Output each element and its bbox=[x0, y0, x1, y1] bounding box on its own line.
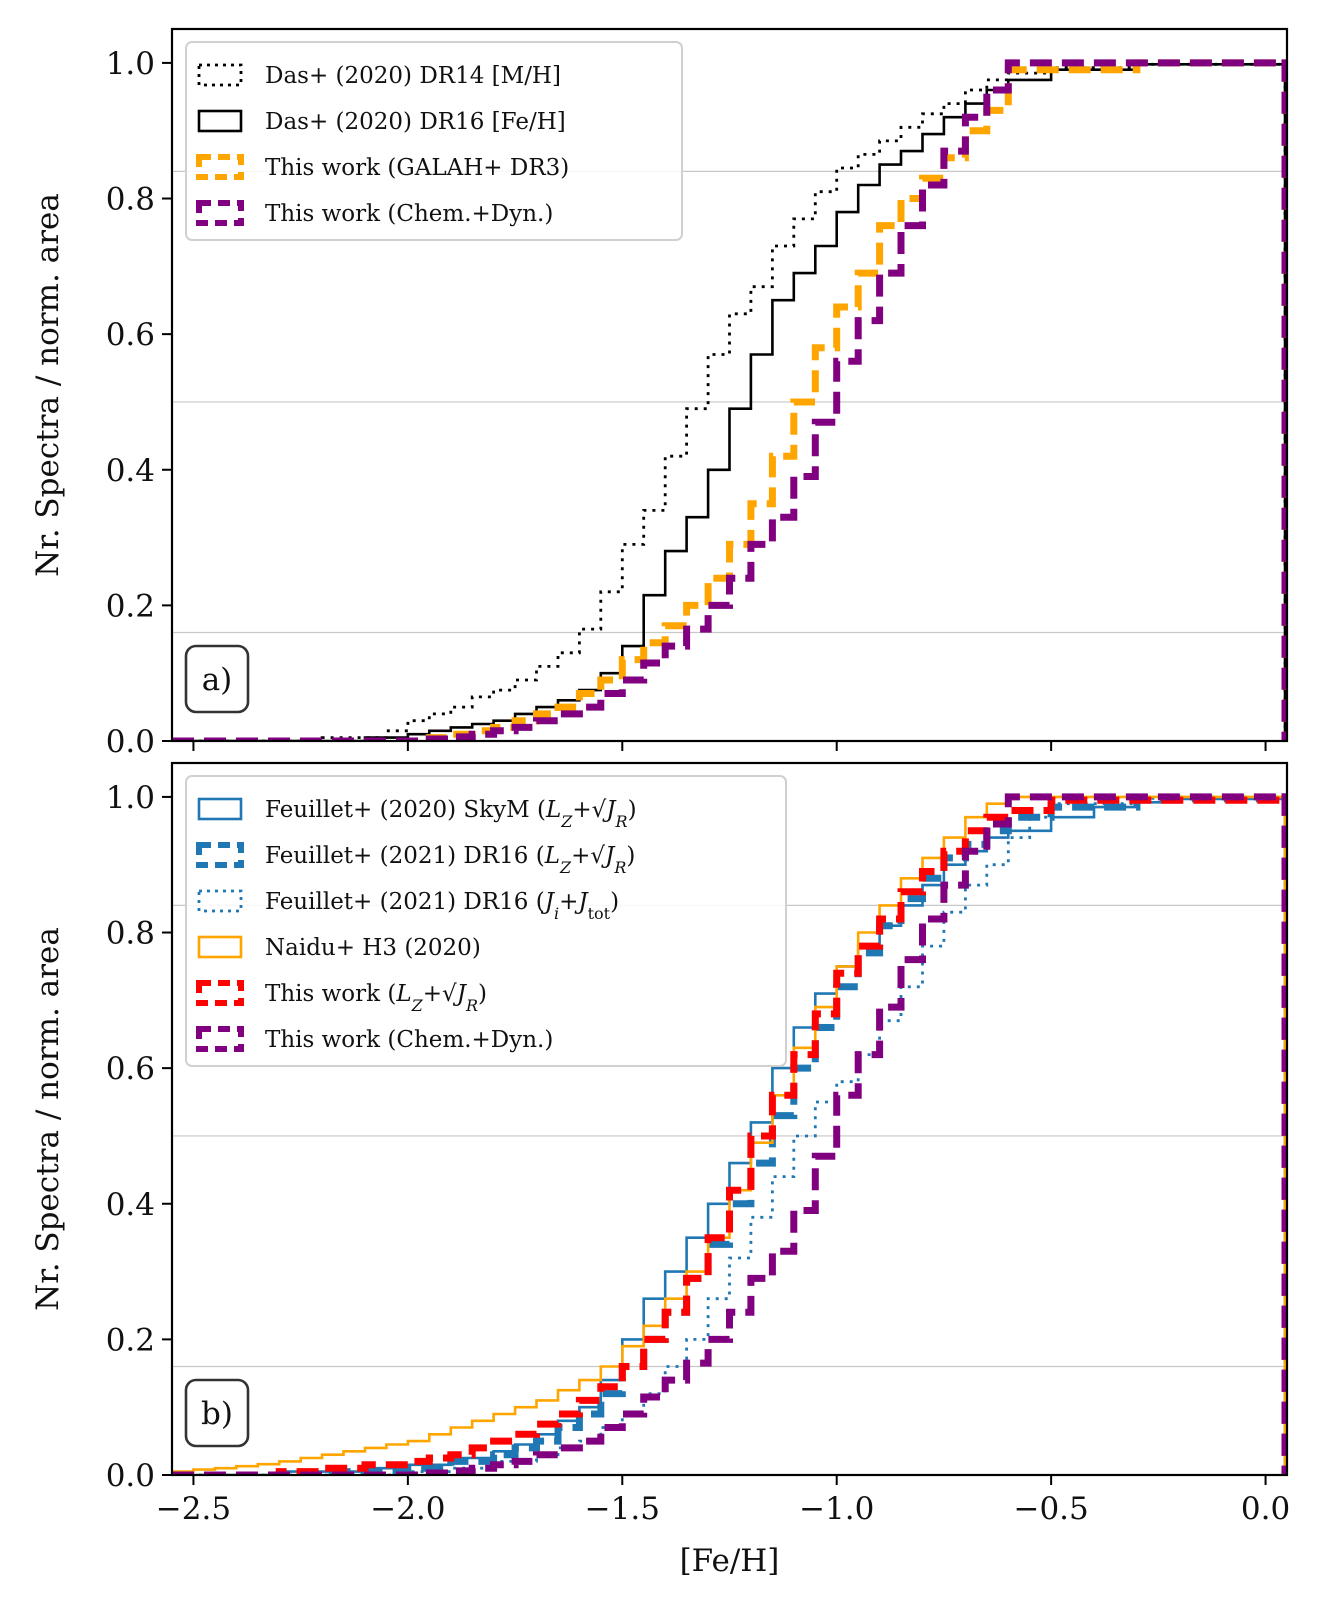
y-tick-label: 0.4 bbox=[106, 1187, 155, 1223]
series-line-0 bbox=[172, 61, 1287, 741]
x-tick-label: 0.0 bbox=[1241, 1491, 1290, 1527]
legend-label-part: This work (Chem.+Dyn.) bbox=[265, 1027, 553, 1053]
legend-label-part: J bbox=[541, 889, 556, 915]
y-axis-label: Nr. Spectra / norm. area bbox=[30, 927, 66, 1311]
y-tick-label: 0.0 bbox=[106, 724, 155, 760]
legend-label-part: J bbox=[602, 797, 617, 823]
legend-label-part: R bbox=[465, 996, 478, 1015]
x-tick-label: −1.5 bbox=[585, 1491, 660, 1527]
legend-label-part: +√ bbox=[571, 843, 605, 869]
legend-label: This work (LZ+√JR) bbox=[265, 981, 487, 1015]
y-tick-label: 0.8 bbox=[106, 916, 155, 952]
legend-label: This work (Chem.+Dyn.) bbox=[265, 201, 553, 227]
series-line-4 bbox=[172, 793, 1287, 1475]
series-line-3 bbox=[172, 59, 1287, 741]
y-tick-label: 0.4 bbox=[106, 453, 155, 489]
legend-label-part: R bbox=[615, 812, 628, 831]
x-tick-label: −2.5 bbox=[156, 1491, 231, 1527]
panel-label-box bbox=[184, 1378, 250, 1448]
legend-label-part: Naidu+ H3 (2020) bbox=[265, 935, 481, 961]
panel-b: −2.5 −2.0 −1.5 −1.0 −0.5 0.0 0.0 0.2 0.4 0.6 0.8 1.… bbox=[30, 761, 1290, 1579]
plot-frame bbox=[170, 27, 1289, 743]
legend-label-part: ) bbox=[626, 843, 635, 869]
series-line-2 bbox=[172, 59, 1287, 741]
legend-handle bbox=[197, 935, 243, 959]
legend-label: This work (GALAH+ DR3) bbox=[265, 155, 569, 181]
series-line-2 bbox=[172, 795, 1287, 1475]
legend-label-part: J bbox=[453, 981, 468, 1007]
series-group bbox=[172, 59, 1287, 741]
legend-label: Das+ (2020) DR14 [M/H] bbox=[265, 63, 561, 89]
legend-label-part: +√ bbox=[572, 797, 606, 823]
y-tick-label: 1.0 bbox=[106, 780, 155, 816]
legend-label: Feuillet+ (2020) SkyM (LZ+√JR) bbox=[265, 797, 637, 831]
legend-label-part: ) bbox=[628, 797, 637, 823]
series-line-5 bbox=[172, 793, 1287, 1475]
legend-label-part: + bbox=[559, 889, 578, 915]
legend-label-part: This work (Chem.+Dyn.) bbox=[265, 201, 553, 227]
legend-label-part: i bbox=[554, 904, 559, 923]
legend-handle bbox=[197, 797, 243, 821]
legend-label-part: L bbox=[545, 797, 561, 823]
legend-handle bbox=[196, 1026, 244, 1052]
legend-label-part: J bbox=[574, 889, 589, 915]
y-tick-label: 0.2 bbox=[106, 1322, 155, 1358]
legend-box bbox=[185, 41, 683, 241]
legend-handle bbox=[196, 154, 244, 180]
legend-label-part: J bbox=[601, 843, 616, 869]
x-tick-label: −0.5 bbox=[1013, 1491, 1088, 1527]
y-tick-label: 0.2 bbox=[106, 588, 155, 624]
panel-label: a) bbox=[202, 662, 233, 698]
series-group bbox=[172, 793, 1287, 1475]
legend-label-part: Feuillet+ (2021) DR16 ( bbox=[265, 843, 545, 869]
y-tick-label: 0.6 bbox=[106, 1051, 155, 1087]
legend-box bbox=[185, 775, 787, 1067]
legend-handle bbox=[196, 980, 244, 1006]
legend-label-part: Feuillet+ (2020) SkyM ( bbox=[265, 797, 546, 823]
legend-label-part: +√ bbox=[423, 981, 457, 1007]
legend-label: Naidu+ H3 (2020) bbox=[265, 935, 481, 961]
x-axis-label: [Fe/H] bbox=[680, 1543, 780, 1579]
legend-label-part: ) bbox=[610, 889, 619, 915]
legend-label-part: Z bbox=[411, 996, 424, 1015]
legend-label-part: L bbox=[395, 981, 411, 1007]
legend-label-part: R bbox=[613, 858, 626, 877]
legend-label-part: Z bbox=[559, 858, 572, 877]
legend-label-part: Das+ (2020) DR16 [Fe/H] bbox=[265, 109, 566, 135]
legend-label-part: This work ( bbox=[265, 981, 396, 1007]
y-tick-label: 1.0 bbox=[106, 46, 155, 82]
legend-label: This work (Chem.+Dyn.) bbox=[265, 1027, 553, 1053]
legend-handle bbox=[197, 109, 243, 133]
x-tick-label: −2.0 bbox=[370, 1491, 445, 1527]
legend-label: Feuillet+ (2021) DR16 (LZ+√JR) bbox=[265, 843, 635, 877]
x-tick-label: −1.0 bbox=[799, 1491, 874, 1527]
legend-label-part: Feuillet+ (2021) DR16 ( bbox=[265, 889, 545, 915]
legend-handle bbox=[197, 63, 243, 87]
legend-handle bbox=[197, 889, 243, 913]
series-line-1 bbox=[172, 61, 1287, 741]
y-tick-label: 0.8 bbox=[106, 182, 155, 218]
legend-label-part: tot bbox=[588, 904, 611, 923]
legend-label-part: L bbox=[544, 843, 560, 869]
y-tick-label: 0.0 bbox=[106, 1458, 155, 1494]
legend-label-part: ) bbox=[478, 981, 487, 1007]
legend-handle bbox=[196, 200, 244, 226]
panel-label-box bbox=[184, 644, 250, 714]
legend-label: Das+ (2020) DR16 [Fe/H] bbox=[265, 109, 566, 135]
legend-label-part: This work (GALAH+ DR3) bbox=[265, 155, 569, 181]
panel-label: b) bbox=[201, 1396, 233, 1432]
y-axis-label: Nr. Spectra / norm. area bbox=[30, 193, 66, 577]
y-tick-label: 0.6 bbox=[106, 317, 155, 353]
panel-a: 0.0 0.2 0.4 0.6 0.8 1.0 Nr. Spectra / norm. ar… bbox=[30, 27, 1289, 760]
legend-label-part: Das+ (2020) DR14 [M/H] bbox=[265, 63, 561, 89]
legend-handle bbox=[196, 842, 244, 868]
legend-label-part: Z bbox=[560, 812, 573, 831]
legend-label: Feuillet+ (2021) DR16 (Ji+Jtot) bbox=[265, 889, 619, 923]
plot-frame bbox=[170, 761, 1289, 1477]
